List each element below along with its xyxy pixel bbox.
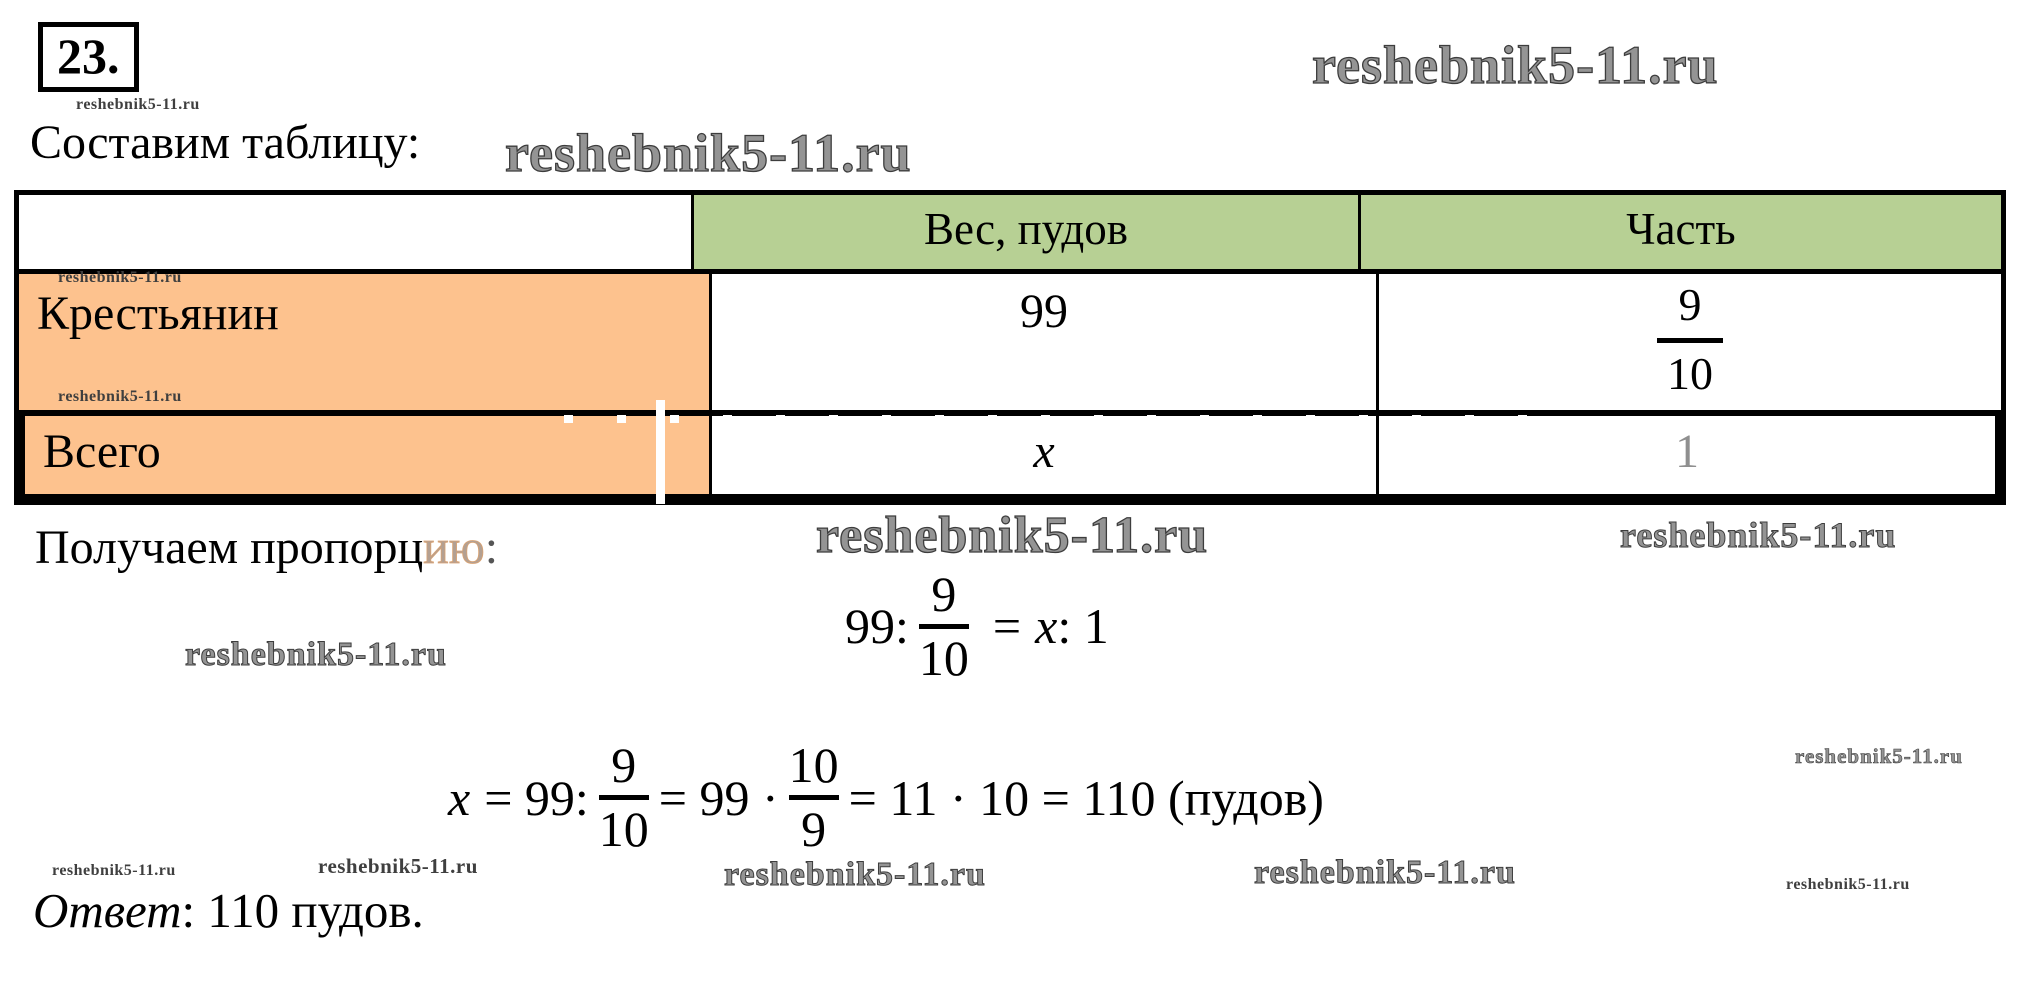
watermark: reshebnik5-11.ru (52, 862, 176, 879)
fraction-numerator: 10 (788, 737, 839, 793)
equation-fraction-2: 10 9 (788, 737, 839, 857)
fraction-denominator: 10 (1667, 347, 1713, 399)
problem-number-box: 23. (38, 22, 139, 92)
scan-artifact-dashes (520, 415, 1540, 423)
proportion-left: 99: (845, 598, 909, 654)
fraction-numerator: 9 (1678, 279, 1702, 330)
proportion-x: x (1035, 598, 1058, 654)
scan-artifact-line (656, 400, 665, 504)
cell-total-part: 1 (1675, 425, 1699, 478)
table-row-total: Всего x 1 (19, 410, 2001, 500)
watermark: reshebnik5-11.ru (1254, 854, 1516, 892)
watermark: reshebnik5-11.ru (1795, 744, 1963, 769)
watermark: reshebnik5-11.ru (504, 122, 912, 183)
answer-separator: : (181, 883, 208, 938)
fraction-denominator: 10 (918, 629, 969, 686)
answer-label: Ответ (33, 883, 182, 938)
row-label-total: Всего (25, 416, 712, 494)
watermark: reshebnik5-11.ru (58, 269, 182, 286)
fraction-bar (788, 795, 839, 800)
equation-eqmul: = 99 · (658, 769, 779, 826)
answer-line: Ответ: 110 пудов. (33, 882, 424, 939)
step2-heading-main: Получаем пропорц (35, 521, 424, 574)
cell-peasant-weight: 99 (712, 274, 1379, 410)
header-cell-part: Часть (1361, 195, 2001, 269)
cell-peasant-part-fraction: 9 10 (1379, 274, 2001, 398)
equation-eq99: = 99: (484, 769, 589, 826)
watermark: reshebnik5-11.ru (815, 506, 1209, 564)
proportion-right: : 1 (1057, 598, 1109, 654)
fraction-bar (598, 795, 649, 800)
step2-heading-colon: : (484, 521, 499, 574)
fraction-bar (1657, 337, 1723, 343)
proportion-equals: = (992, 598, 1022, 654)
equation-tail: = 11 · 10 = 110 (пудов) (848, 769, 1324, 826)
solution-table: Вес, пудов Часть Крестьянин 99 9 10 Всег… (14, 190, 2006, 505)
answer-value: 110 пудов. (207, 883, 424, 938)
watermark: reshebnik5-11.ru (58, 388, 182, 405)
solution-equation: x = 99: 9 10 = 99 · 10 9 = 11 · 10 = 110… (448, 730, 1324, 865)
header-cell-empty (19, 195, 694, 269)
fraction-numerator: 9 (931, 565, 957, 622)
fraction-denominator: 10 (598, 801, 649, 857)
problem-number: 23. (57, 28, 120, 84)
table-row-peasant: Крестьянин 99 9 10 (19, 274, 2001, 410)
proportion-fraction: 9 10 (918, 565, 969, 686)
watermark: reshebnik5-11.ru (185, 636, 447, 674)
step2-heading-faded: ию (423, 521, 485, 575)
proportion-formula: 99: 9 10 = x : 1 (845, 566, 1109, 686)
fraction-bar (918, 623, 969, 629)
watermark: reshebnik5-11.ru (318, 854, 478, 878)
table-header-row: Вес, пудов Часть (19, 195, 2001, 274)
watermark: reshebnik5-11.ru (76, 96, 200, 113)
step2-heading: Получаем пропорцию: (35, 520, 498, 575)
cell-total-weight: x (712, 416, 1379, 494)
equation-fraction-1: 9 10 (598, 737, 649, 857)
watermark: reshebnik5-11.ru (1619, 515, 1897, 556)
fraction-numerator: 9 (611, 737, 637, 793)
header-cell-weight: Вес, пудов (694, 195, 1361, 269)
fraction-denominator: 9 (801, 801, 827, 857)
watermark: reshebnik5-11.ru (1311, 34, 1719, 95)
watermark: reshebnik5-11.ru (1786, 876, 1910, 893)
row-label-peasant: Крестьянин (19, 274, 712, 410)
step1-heading: Составим таблицу: (30, 116, 421, 169)
watermark: reshebnik5-11.ru (724, 856, 986, 894)
equation-x: x (448, 769, 471, 826)
